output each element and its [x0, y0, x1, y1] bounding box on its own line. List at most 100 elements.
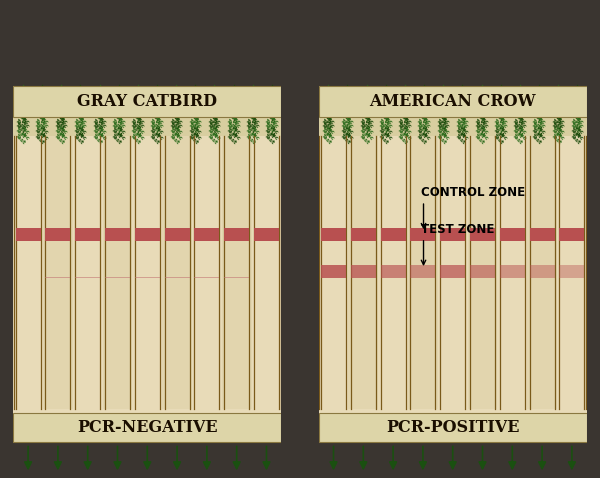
Text: Vec
Test: Vec Test	[206, 95, 223, 111]
Bar	[467, 136, 497, 409]
Text: Vec
Test: Vec Test	[206, 123, 223, 140]
Text: Vec
Test: Vec Test	[72, 118, 89, 134]
Text: Vec
Test: Vec Test	[339, 123, 356, 140]
Bar	[105, 228, 130, 241]
Text: Vec
Test: Vec Test	[168, 130, 184, 146]
Text: Vec
Test: Vec Test	[339, 130, 356, 146]
Text: Vec
Test: Vec Test	[187, 107, 203, 123]
Bar	[103, 136, 133, 409]
Text: Vec
Test: Vec Test	[34, 107, 50, 123]
Text: Vec
Test: Vec Test	[569, 123, 586, 140]
Text: Vec
Test: Vec Test	[569, 118, 586, 134]
Bar	[46, 277, 70, 278]
Text: Vec
Test: Vec Test	[569, 114, 586, 130]
Text: TEST ZONE: TEST ZONE	[421, 223, 494, 236]
Text: Vec
Test: Vec Test	[473, 114, 490, 130]
Text: Vec
Test: Vec Test	[14, 123, 31, 140]
Text: Vec
Test: Vec Test	[168, 107, 184, 123]
Bar	[440, 265, 465, 278]
Bar	[319, 136, 349, 409]
Bar	[319, 86, 587, 143]
Text: Vec
Test: Vec Test	[225, 114, 242, 130]
Text: Vec
Test: Vec Test	[187, 118, 203, 134]
Text: Vec
Test: Vec Test	[550, 114, 566, 130]
Bar	[13, 86, 281, 117]
Text: Vec
Test: Vec Test	[397, 114, 413, 130]
Text: Vec
Test: Vec Test	[454, 130, 470, 146]
Text: Vec
Test: Vec Test	[53, 114, 70, 130]
Text: Vec
Test: Vec Test	[168, 123, 184, 140]
Text: Vec
Test: Vec Test	[14, 114, 31, 130]
Bar	[164, 228, 190, 241]
Text: Vec
Test: Vec Test	[454, 95, 470, 111]
Text: Vec
Test: Vec Test	[416, 123, 432, 140]
Text: Vec
Test: Vec Test	[416, 130, 432, 146]
Text: Vec
Test: Vec Test	[530, 130, 547, 146]
Bar	[351, 228, 376, 241]
Text: Vec
Test: Vec Test	[72, 123, 89, 140]
Text: Vec
Test: Vec Test	[244, 114, 261, 130]
Text: Vec
Test: Vec Test	[130, 84, 146, 100]
Bar	[16, 228, 41, 241]
Text: CONTROL ZONE: CONTROL ZONE	[421, 186, 524, 199]
Text: Vec
Test: Vec Test	[91, 123, 107, 140]
Text: Vec
Test: Vec Test	[91, 118, 107, 134]
Bar	[46, 228, 70, 241]
Text: Vec
Test: Vec Test	[473, 84, 490, 100]
Text: Vec
Test: Vec Test	[511, 107, 528, 123]
Text: Vec
Test: Vec Test	[358, 95, 375, 111]
Text: Vec
Test: Vec Test	[263, 118, 280, 134]
Bar	[497, 136, 527, 409]
Text: Vec
Test: Vec Test	[550, 130, 566, 146]
Text: Vec
Test: Vec Test	[53, 95, 70, 111]
Text: Vec
Test: Vec Test	[149, 95, 165, 111]
Text: Vec
Test: Vec Test	[110, 95, 127, 111]
Bar	[162, 136, 192, 409]
Text: Vec
Test: Vec Test	[493, 123, 509, 140]
Text: Vec
Test: Vec Test	[320, 95, 337, 111]
Bar	[470, 228, 495, 241]
Text: Vec
Test: Vec Test	[569, 130, 586, 146]
Text: Vec
Test: Vec Test	[72, 95, 89, 111]
Bar	[133, 136, 162, 409]
Text: Vec
Test: Vec Test	[454, 84, 470, 100]
Bar	[13, 413, 281, 442]
Text: Vec
Test: Vec Test	[187, 114, 203, 130]
Text: Vec
Test: Vec Test	[130, 107, 146, 123]
Text: Vec
Test: Vec Test	[320, 130, 337, 146]
Text: Vec
Test: Vec Test	[530, 84, 547, 100]
Bar	[222, 136, 251, 409]
Text: Vec
Test: Vec Test	[377, 84, 394, 100]
Text: Vec
Test: Vec Test	[14, 118, 31, 134]
Text: Vec
Test: Vec Test	[320, 84, 337, 100]
Text: Vec
Test: Vec Test	[34, 130, 50, 146]
Text: Vec
Test: Vec Test	[511, 118, 528, 134]
Text: Vec
Test: Vec Test	[72, 107, 89, 123]
Text: Vec
Test: Vec Test	[14, 95, 31, 111]
Bar	[500, 265, 525, 278]
Text: Vec
Test: Vec Test	[130, 95, 146, 111]
Bar	[105, 277, 130, 278]
Bar	[224, 228, 249, 241]
Text: Vec
Test: Vec Test	[493, 130, 509, 146]
Text: Vec
Test: Vec Test	[569, 95, 586, 111]
Text: Vec
Test: Vec Test	[168, 84, 184, 100]
Text: Vec
Test: Vec Test	[263, 107, 280, 123]
Text: Vec
Test: Vec Test	[473, 107, 490, 123]
Text: Vec
Test: Vec Test	[339, 84, 356, 100]
Text: Vec
Test: Vec Test	[493, 118, 509, 134]
Bar	[378, 136, 408, 409]
Text: Vec
Test: Vec Test	[435, 114, 451, 130]
Bar	[530, 228, 554, 241]
Bar	[319, 413, 587, 442]
Text: Vec
Test: Vec Test	[130, 123, 146, 140]
Text: Vec
Test: Vec Test	[435, 95, 451, 111]
Text: Vec
Test: Vec Test	[435, 130, 451, 146]
Text: Vec
Test: Vec Test	[511, 123, 528, 140]
Text: Vec
Test: Vec Test	[358, 114, 375, 130]
Text: Vec
Test: Vec Test	[225, 107, 242, 123]
Text: Vec
Test: Vec Test	[149, 130, 165, 146]
Text: Vec
Test: Vec Test	[454, 114, 470, 130]
Text: Vec
Test: Vec Test	[34, 123, 50, 140]
Bar	[194, 228, 220, 241]
